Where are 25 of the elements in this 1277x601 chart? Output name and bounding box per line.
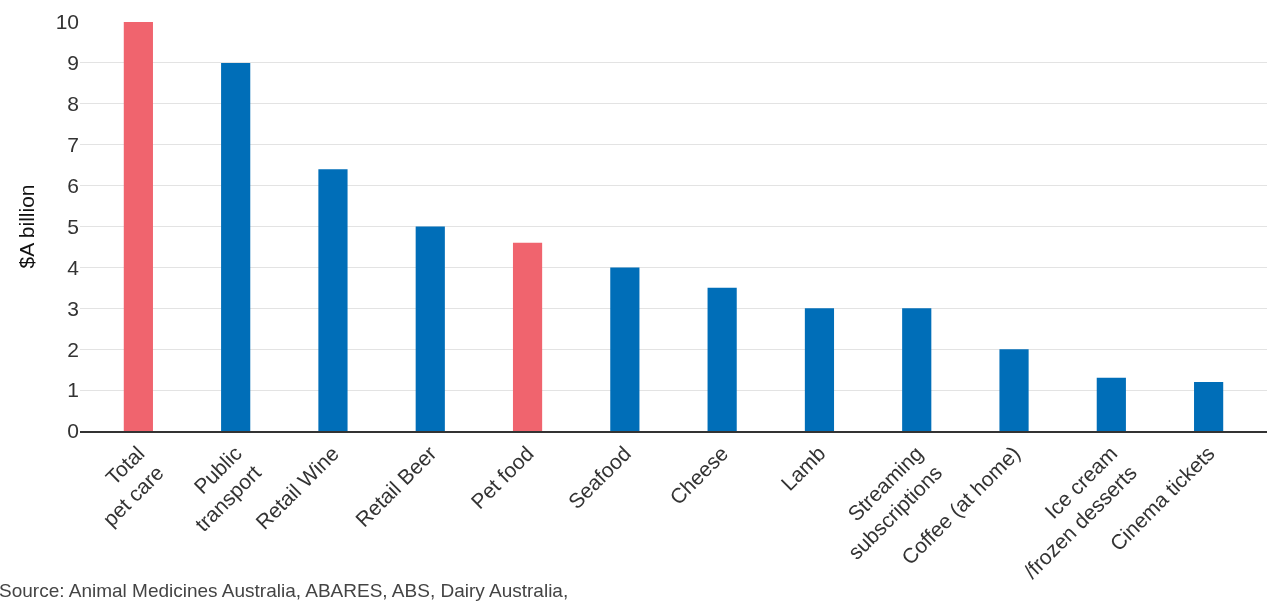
y-tick-label: 9: [67, 51, 79, 75]
bar: [512, 242, 543, 431]
y-tick-label: 1: [67, 378, 79, 402]
bar: [804, 308, 835, 431]
y-tick-label: 7: [67, 133, 79, 157]
bar: [221, 62, 251, 431]
bar: [999, 349, 1029, 431]
y-tick-label: 4: [67, 255, 80, 279]
y-tick-label: 8: [67, 92, 79, 116]
bar: [1096, 377, 1126, 431]
bar: [902, 308, 932, 431]
bar: [123, 22, 153, 431]
y-tick-label: 2: [67, 337, 79, 361]
y-tick-label: 5: [67, 214, 79, 238]
y-tick-label: 0: [67, 419, 79, 443]
y-tick-label: 10: [55, 10, 79, 34]
source-note: Source: Animal Medicines Australia, ABARES, ABS, Dairy Australia,: [0, 580, 569, 601]
bar: [318, 169, 348, 431]
bar: [610, 267, 640, 431]
bar: [707, 287, 737, 431]
bar: [415, 226, 445, 431]
bar: [1194, 381, 1224, 431]
y-axis-title: $A billion: [14, 184, 38, 269]
y-tick-label: 6: [67, 173, 79, 197]
y-tick-label: 3: [67, 296, 79, 320]
